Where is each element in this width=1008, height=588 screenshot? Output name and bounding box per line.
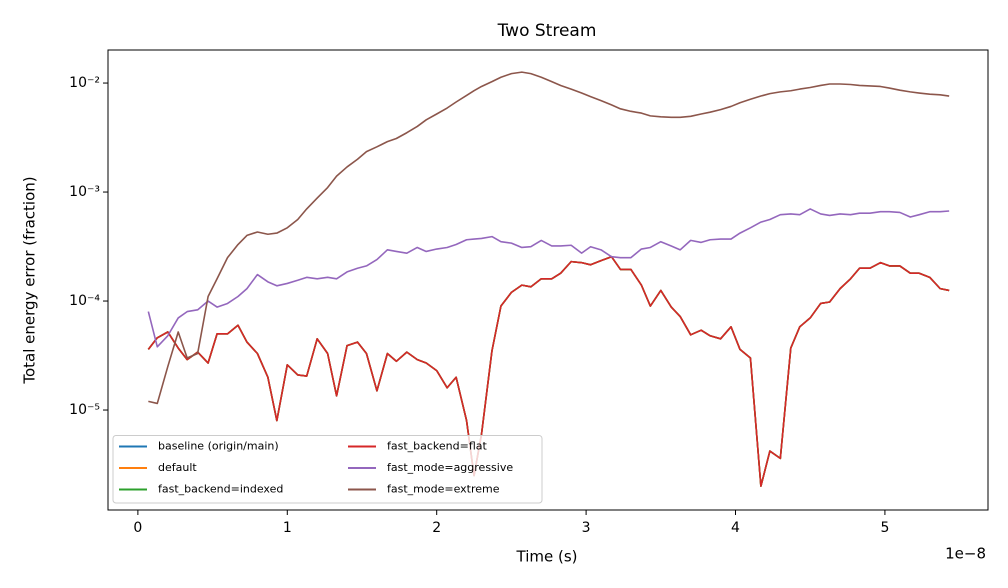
x-tick-label: 3 (582, 520, 591, 536)
x-tick-label: 1 (283, 520, 292, 536)
legend-box (112, 435, 543, 504)
y-tick-label: 10⁻⁵ (69, 402, 100, 418)
legend-label: baseline (origin/main) (158, 440, 279, 453)
series-line (147, 255, 950, 488)
legend-label: default (158, 461, 197, 474)
y-axis-label: Total energy error (fraction) (21, 176, 39, 384)
x-tick-label: 5 (880, 520, 889, 536)
y-tick-label: 10⁻⁴ (69, 293, 100, 309)
y-tick-label: 10⁻² (69, 75, 100, 91)
series-line (147, 208, 950, 348)
x-tick-label: 0 (133, 520, 142, 536)
series-line (148, 71, 950, 405)
x-tick-label: 4 (731, 520, 740, 536)
x-axis-label: Time (s) (516, 548, 578, 566)
y-tick-label: 10⁻³ (69, 184, 100, 200)
legend-label: fast_mode=extreme (387, 483, 500, 496)
legend: baseline (origin/main) default fast_backen… (112, 435, 543, 504)
x-offset-label: 1e−8 (945, 545, 986, 563)
chart-title: Two Stream (497, 21, 597, 41)
legend-label: fast_mode=aggressive (387, 461, 513, 474)
plot-frame (107, 49, 989, 511)
x-tick-label: 2 (432, 520, 441, 536)
legend-label: fast_backend=indexed (158, 483, 283, 496)
legend-label: fast_backend=flat (387, 440, 488, 453)
